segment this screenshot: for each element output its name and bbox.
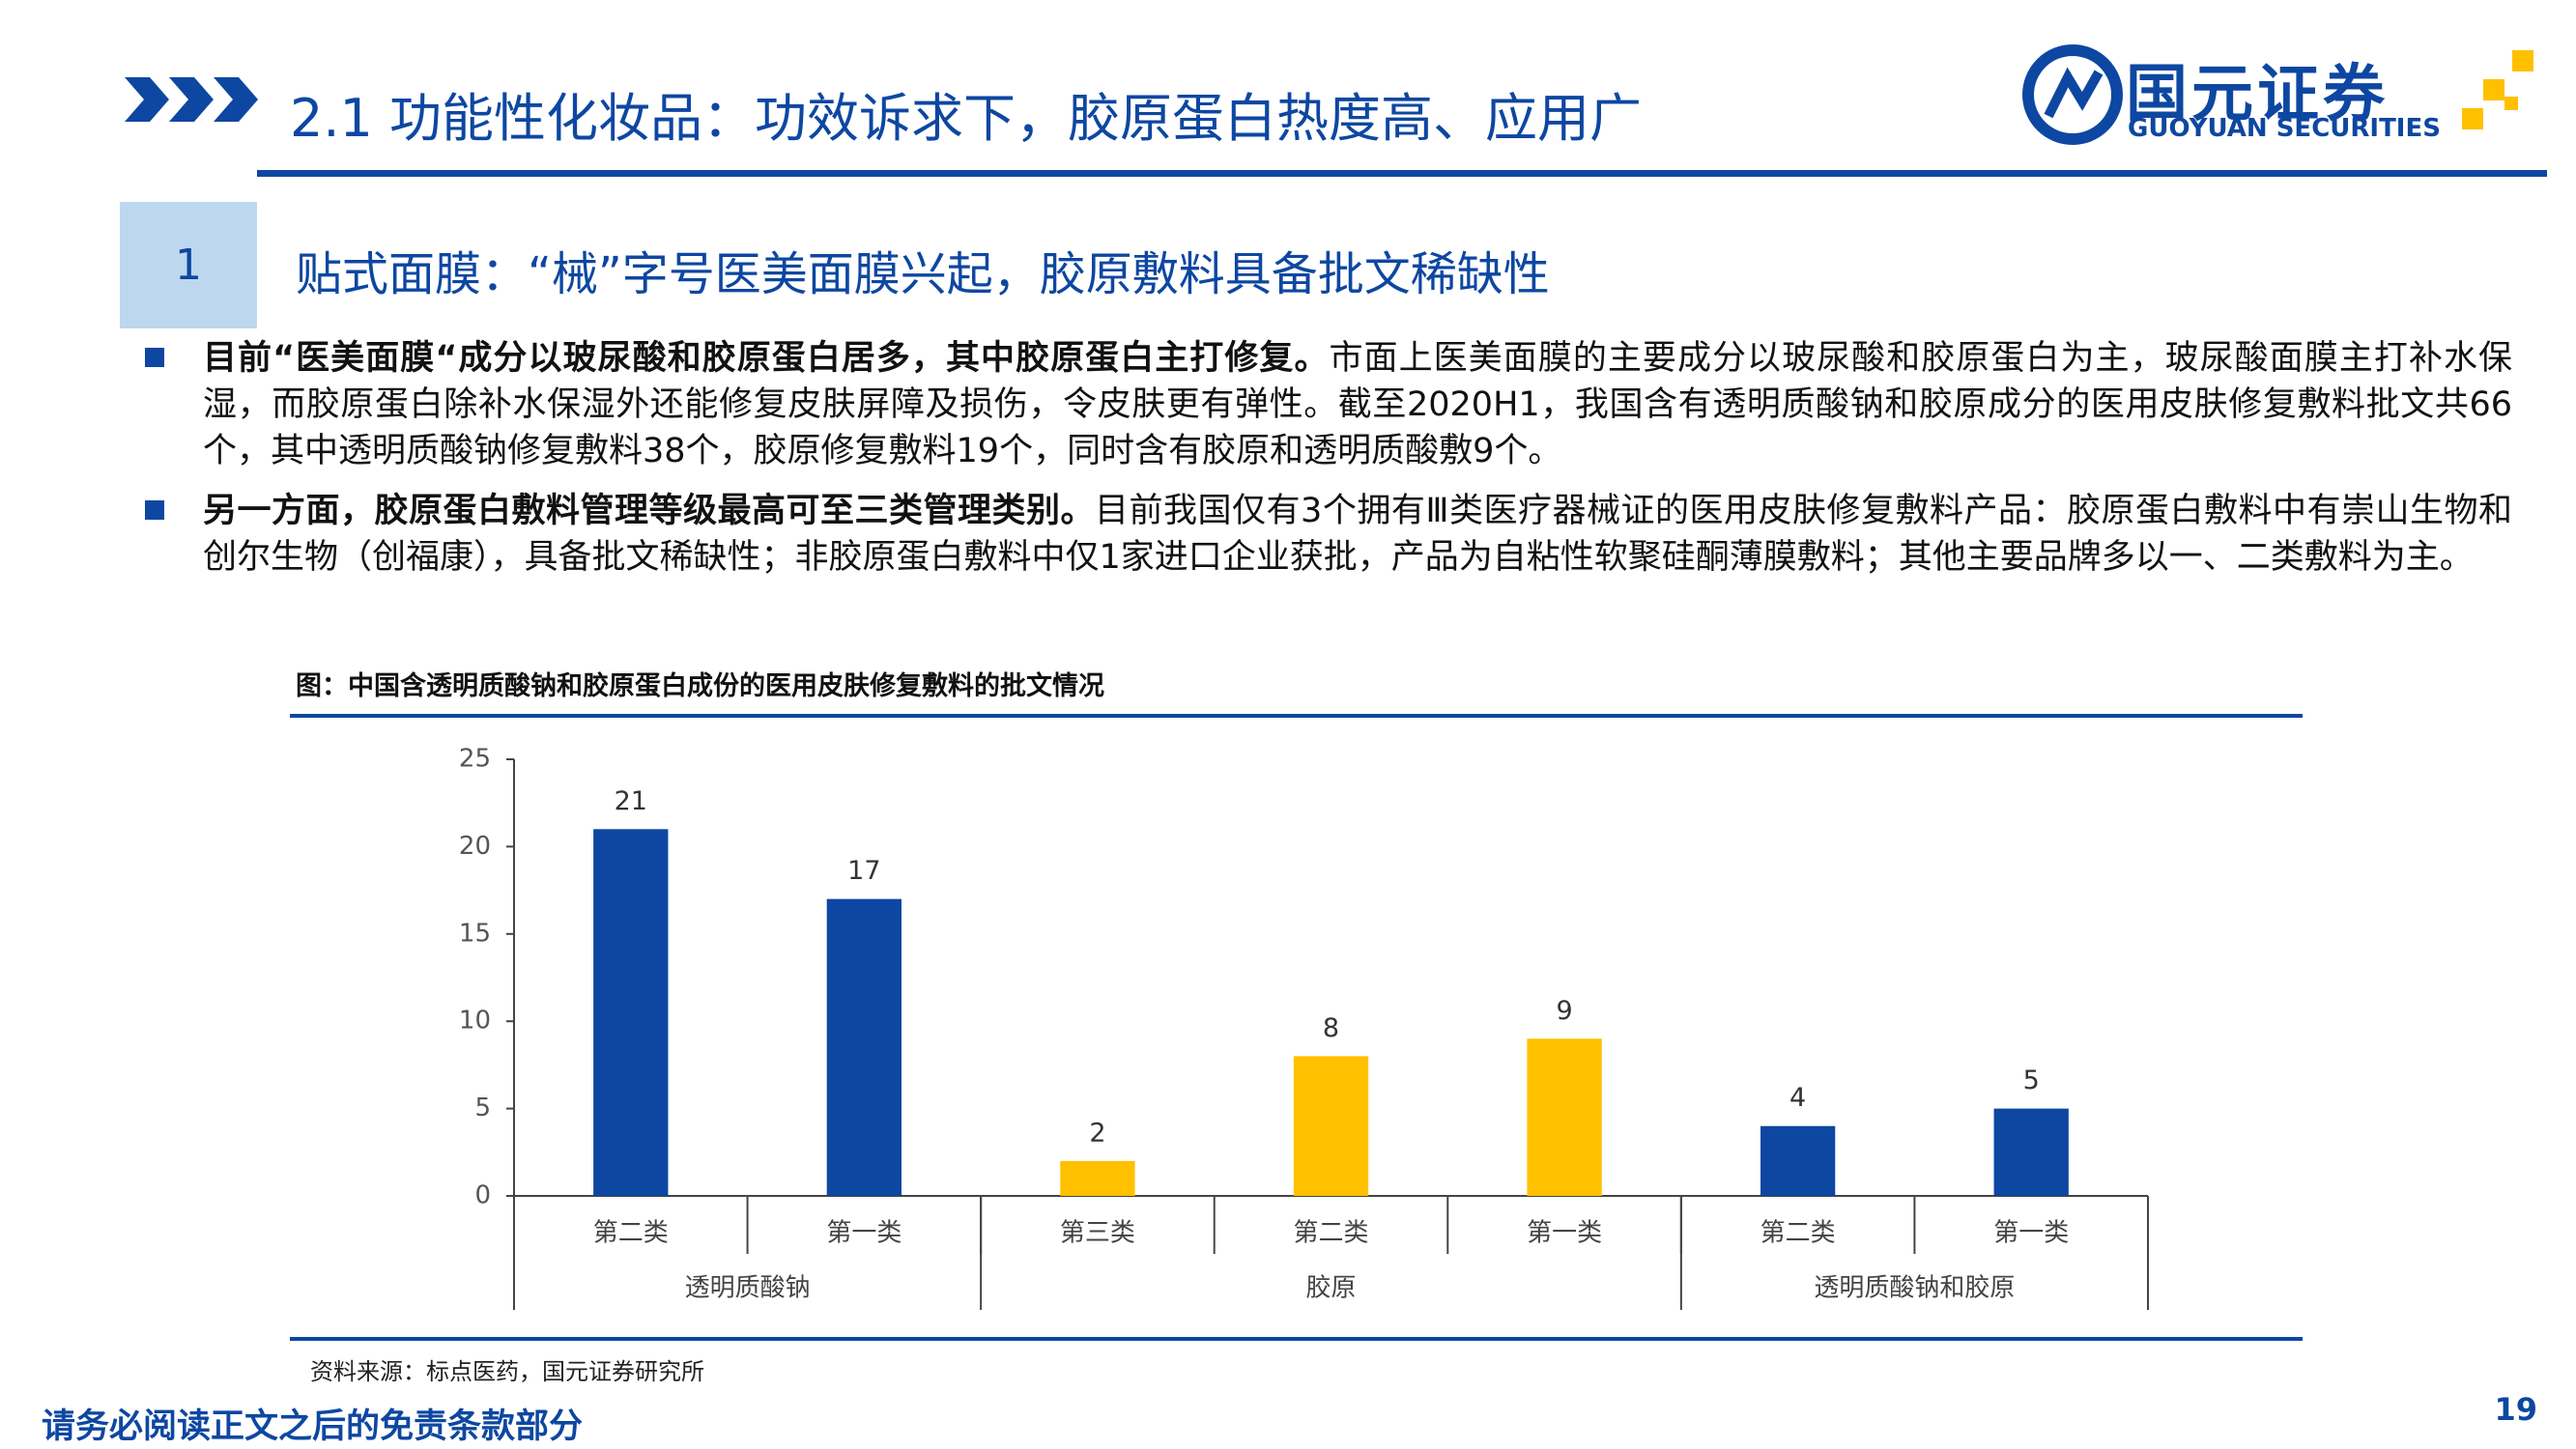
group-label: 胶原 — [1305, 1274, 1356, 1303]
x-tick-label: 第一类 — [1993, 1219, 2069, 1248]
data-label: 4 — [1789, 1083, 1806, 1113]
bullet-text: 目前我国仅有3个拥有Ⅲ类医疗器械证的医用皮肤修复敷料产品：胶原蛋白敷料中有崇山生… — [203, 492, 2512, 577]
data-label: 9 — [1556, 996, 1572, 1026]
page-number: 19 — [2494, 1391, 2537, 1428]
logo-ring — [2022, 44, 2123, 145]
slide-title: 2.1 功能性化妆品：功效诉求下，胶原蛋白热度高、应用广 — [290, 88, 1643, 149]
group-label: 透明质酸钠和胶原 — [1814, 1274, 2015, 1303]
y-tick-label: 0 — [474, 1181, 491, 1210]
logo-name: 国元证券 — [2126, 59, 2389, 130]
logo-mark — [2044, 67, 2104, 119]
bar — [593, 829, 669, 1196]
y-tick-label: 25 — [459, 745, 491, 774]
data-label: 17 — [847, 856, 880, 886]
logo-en: GUOYUAN SECURITIES — [2128, 114, 2441, 143]
data-label: 21 — [615, 786, 647, 816]
y-tick-label: 15 — [459, 919, 491, 948]
bar — [1993, 1108, 2069, 1196]
y-tick-label: 20 — [459, 832, 491, 861]
bar — [1760, 1125, 1836, 1196]
bullet-bold: 目前“医美面膜“成分以玻尿酸和胶原蛋白居多，其中胶原蛋白主打修复。 — [203, 339, 1330, 378]
header-rule — [257, 170, 2547, 177]
x-tick-label: 第一类 — [826, 1219, 902, 1248]
y-tick-label: 10 — [459, 1007, 491, 1036]
x-tick-label: 第二类 — [1760, 1219, 1836, 1248]
chart-title: 图：中国含透明质酸钠和胶原蛋白成份的医用皮肤修复敷料的批文情况 — [296, 671, 1104, 701]
section-title: 贴式面膜：“械”字号医美面膜兴起，胶原敷料具备批文稀缺性 — [296, 247, 1550, 301]
y-tick-label: 5 — [474, 1094, 491, 1122]
bar — [1527, 1038, 1602, 1196]
section-box — [120, 202, 257, 328]
bullet-marker — [145, 500, 164, 520]
source-rule — [290, 1337, 2303, 1341]
logo-squares — [2462, 50, 2533, 129]
data-label: 2 — [1089, 1118, 1105, 1148]
data-label: 8 — [1323, 1013, 1339, 1043]
x-tick-label: 第三类 — [1060, 1219, 1135, 1248]
bar — [826, 898, 902, 1196]
data-label: 5 — [2023, 1065, 2040, 1095]
disclaimer: 请务必阅读正文之后的免责条款部分 — [42, 1407, 584, 1446]
bar — [1293, 1056, 1369, 1196]
x-tick-label: 第一类 — [1527, 1219, 1602, 1248]
source: 资料来源：标点医药，国元证券研究所 — [310, 1358, 704, 1385]
bullet-marker — [145, 348, 164, 367]
bullet-bold: 另一方面，胶原蛋白敷料管理等级最高可至三类管理类别。 — [203, 492, 1096, 530]
bullet: 目前“医美面膜“成分以玻尿酸和胶原蛋白居多，其中胶原蛋白主打修复。市面上医美面膜… — [203, 335, 2512, 474]
bar — [1060, 1160, 1135, 1196]
bullet-text: 市面上医美面膜的主要成分以玻尿酸和胶原蛋白为主，玻尿酸面膜主打补水保湿，而胶原蛋… — [203, 339, 2512, 470]
x-tick-label: 第二类 — [593, 1219, 669, 1248]
caption-rule — [290, 714, 2303, 718]
section-number: 1 — [175, 241, 202, 290]
bullet: 另一方面，胶原蛋白敷料管理等级最高可至三类管理类别。目前我国仅有3个拥有Ⅲ类医疗… — [203, 488, 2512, 581]
group-label: 透明质酸钠 — [685, 1274, 811, 1303]
chevrons — [125, 77, 258, 122]
x-tick-label: 第二类 — [1293, 1219, 1368, 1248]
